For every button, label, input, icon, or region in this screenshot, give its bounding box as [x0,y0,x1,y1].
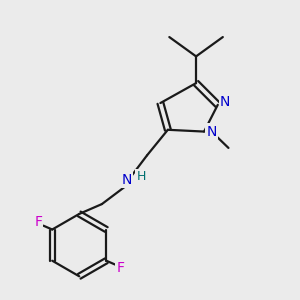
Text: F: F [34,215,42,229]
Text: N: N [206,124,217,139]
Text: N: N [220,95,230,110]
Text: H: H [136,170,146,183]
Text: N: N [122,173,132,187]
Text: F: F [116,261,124,275]
